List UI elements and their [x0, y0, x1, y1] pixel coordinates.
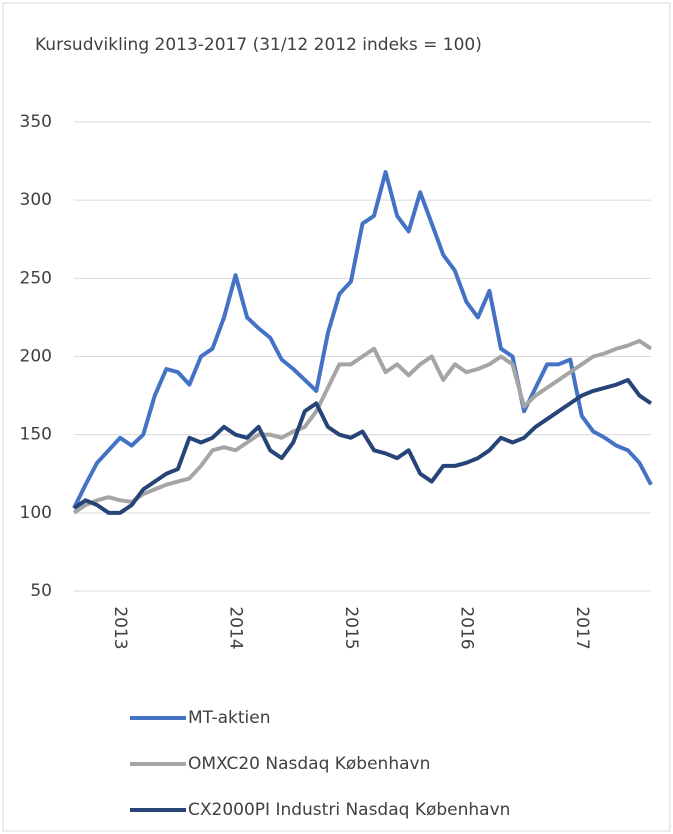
y-tick-label: 150: [20, 425, 52, 445]
chart-title: Kursudvikling 2013-2017 (31/12 2012 inde…: [35, 35, 482, 55]
x-tick-label: 2013: [110, 606, 130, 649]
series-line: [72, 338, 653, 515]
x-tick-label: 2016: [456, 606, 476, 649]
y-tick-label: 350: [20, 112, 52, 132]
y-tick-label: 300: [20, 190, 52, 210]
legend-label: CX2000PI Industri Nasdaq København: [188, 800, 510, 820]
series-line: [72, 377, 653, 515]
x-tick-label: 2017: [572, 606, 592, 649]
series-line: [72, 170, 653, 510]
y-tick-label: 200: [20, 347, 52, 367]
legend-label: OMXC20 Nasdaq København: [188, 754, 430, 774]
y-tick-label: 100: [20, 503, 52, 523]
y-tick-label: 250: [20, 268, 52, 288]
x-tick-label: 2014: [226, 606, 246, 649]
legend-label: MT-aktien: [188, 708, 271, 728]
x-tick-label: 2015: [341, 606, 361, 649]
y-tick-label: 50: [30, 581, 52, 601]
